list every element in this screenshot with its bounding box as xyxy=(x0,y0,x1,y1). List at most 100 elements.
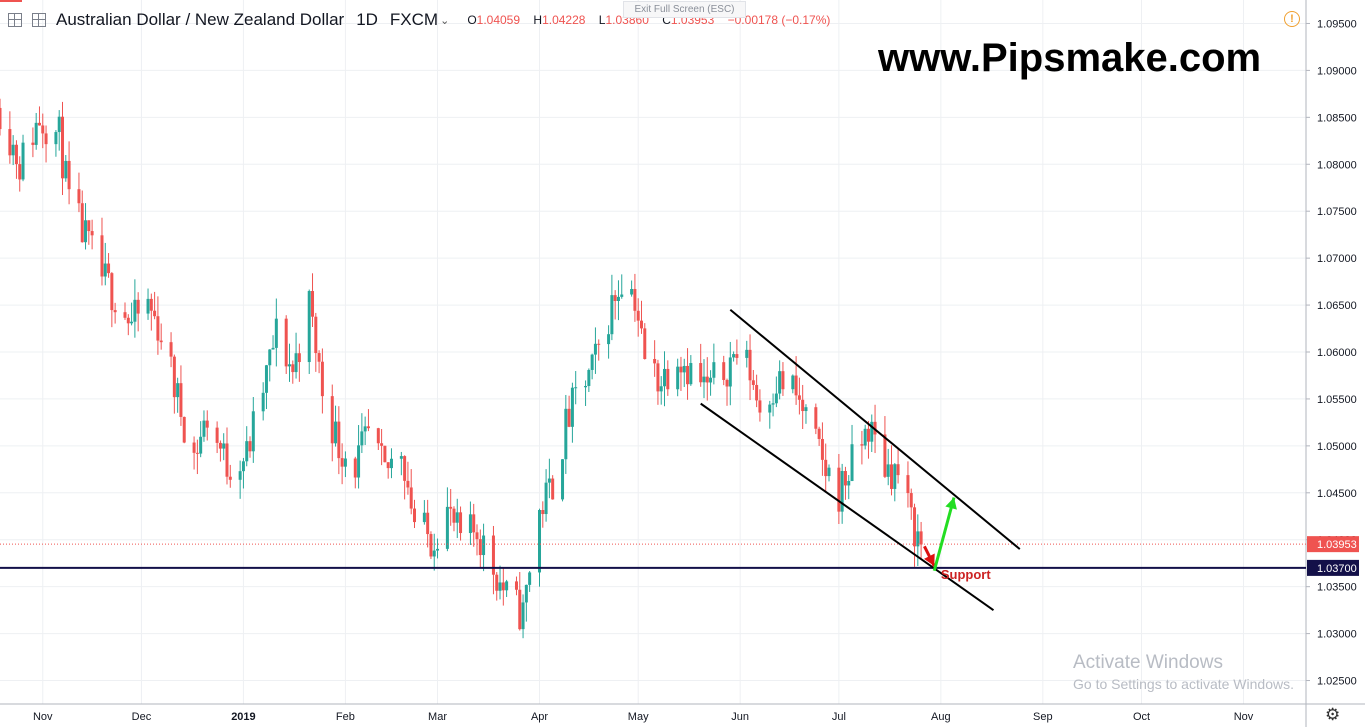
candle-168 xyxy=(774,376,778,408)
candle-147 xyxy=(679,356,683,391)
candle-196 xyxy=(906,461,910,508)
exit-fullscreen-button[interactable]: Exit Full Screen (ESC) xyxy=(623,1,746,18)
candle-body-182 xyxy=(840,471,844,512)
candle-97 xyxy=(449,488,453,526)
y-tick-label-9: 1.07000 xyxy=(1317,253,1357,265)
candle-148 xyxy=(682,358,686,387)
candle-body-89 xyxy=(409,487,413,509)
compare-grid-icon[interactable] xyxy=(32,13,46,27)
candle-107 xyxy=(495,572,499,601)
candle-153 xyxy=(705,357,709,401)
candle-194 xyxy=(893,463,897,502)
activate-windows-title: Activate Windows xyxy=(1073,652,1223,673)
candle-body-78 xyxy=(360,431,364,446)
candle-3 xyxy=(14,140,18,179)
candle-body-178 xyxy=(820,438,824,460)
candle-body-146 xyxy=(676,366,680,390)
price-label-bg-1 xyxy=(1307,559,1359,576)
candle-28 xyxy=(130,302,134,326)
candle-64 xyxy=(294,332,298,379)
high-value: 1.04228 xyxy=(542,13,586,27)
close-key: C xyxy=(662,13,671,27)
candle-body-58 xyxy=(268,349,272,366)
candle-body-176 xyxy=(814,407,818,429)
candle-body-107 xyxy=(495,574,499,591)
x-tick-label-8: Jul xyxy=(832,711,846,723)
candle-143 xyxy=(659,376,663,405)
candle-8 xyxy=(37,106,41,126)
crosshair-grid-icon[interactable] xyxy=(8,13,22,27)
candle-body-149 xyxy=(686,365,690,385)
candle-body-188 xyxy=(866,428,870,442)
candle-185 xyxy=(850,424,854,482)
candle-body-56 xyxy=(261,392,265,412)
candle-body-82 xyxy=(380,443,384,446)
candle-126 xyxy=(584,380,588,406)
candle-body-9 xyxy=(41,125,45,134)
candle-body-32 xyxy=(149,298,153,311)
candle-162 xyxy=(748,334,752,401)
candle-130 xyxy=(597,339,601,361)
candle-body-23 xyxy=(107,263,111,274)
candle-159 xyxy=(732,351,736,362)
candle-body-181 xyxy=(837,467,841,512)
candle-body-160 xyxy=(735,354,739,358)
candle-body-128 xyxy=(590,354,594,370)
candle-body-28 xyxy=(130,321,134,324)
x-tick-label-4: Mar xyxy=(428,711,447,723)
candle-body-53 xyxy=(245,441,249,462)
candle-body-152 xyxy=(702,376,706,383)
candle-63 xyxy=(291,360,295,384)
candle-69 xyxy=(317,350,321,374)
x-tick-label-1: Dec xyxy=(132,711,152,723)
candle-body-67 xyxy=(311,291,315,317)
candle-body-194 xyxy=(893,464,897,489)
candle-175 xyxy=(804,404,808,424)
candle-183 xyxy=(843,466,847,500)
x-tick-label-3: Feb xyxy=(336,711,355,723)
candle-body-21 xyxy=(100,235,104,277)
candle-body-15 xyxy=(67,160,71,190)
y-tick-label-14: 1.09500 xyxy=(1317,18,1357,30)
interval[interactable]: 1D xyxy=(356,10,378,29)
alert-icon[interactable]: ! xyxy=(1284,11,1300,27)
chevron-down-icon[interactable]: ⌄ xyxy=(440,14,450,27)
gear-icon[interactable]: ⚙ xyxy=(1325,705,1341,724)
candle-57 xyxy=(264,364,268,410)
low-key: L xyxy=(598,13,606,27)
candle-42 xyxy=(195,439,199,475)
candle-body-95 xyxy=(436,548,440,551)
candle-body-196 xyxy=(906,475,910,494)
candle-184 xyxy=(847,475,851,500)
candle-36 xyxy=(169,332,173,368)
candle-body-135 xyxy=(620,294,624,297)
candle-body-132 xyxy=(610,295,614,335)
candle-81 xyxy=(376,427,380,450)
candle-82 xyxy=(380,429,384,466)
candle-body-116 xyxy=(538,510,542,573)
candle-139 xyxy=(639,300,643,334)
candle-129 xyxy=(593,327,597,374)
candle-body-37 xyxy=(172,356,176,398)
candle-134 xyxy=(616,280,620,321)
symbol-name[interactable]: Australian Dollar / New Zealand Dollar xyxy=(56,10,345,29)
exchange: FXCM xyxy=(389,10,439,29)
candle-body-57 xyxy=(264,365,268,393)
candle-151 xyxy=(699,343,703,387)
candle-body-6 xyxy=(31,142,35,145)
candle-179 xyxy=(824,443,828,492)
candle-body-24 xyxy=(110,273,114,311)
candle-body-73 xyxy=(337,421,341,459)
candle-52 xyxy=(241,457,245,489)
candle-body-197 xyxy=(909,493,913,508)
candle-62 xyxy=(287,343,291,382)
candle-body-123 xyxy=(567,408,571,427)
candle-body-171 xyxy=(791,375,795,390)
candle-body-144 xyxy=(663,368,667,387)
candle-37 xyxy=(172,354,176,414)
candle-body-113 xyxy=(521,602,525,630)
candle-body-83 xyxy=(383,445,387,463)
candle-96 xyxy=(445,487,449,552)
candle-body-44 xyxy=(202,420,206,437)
